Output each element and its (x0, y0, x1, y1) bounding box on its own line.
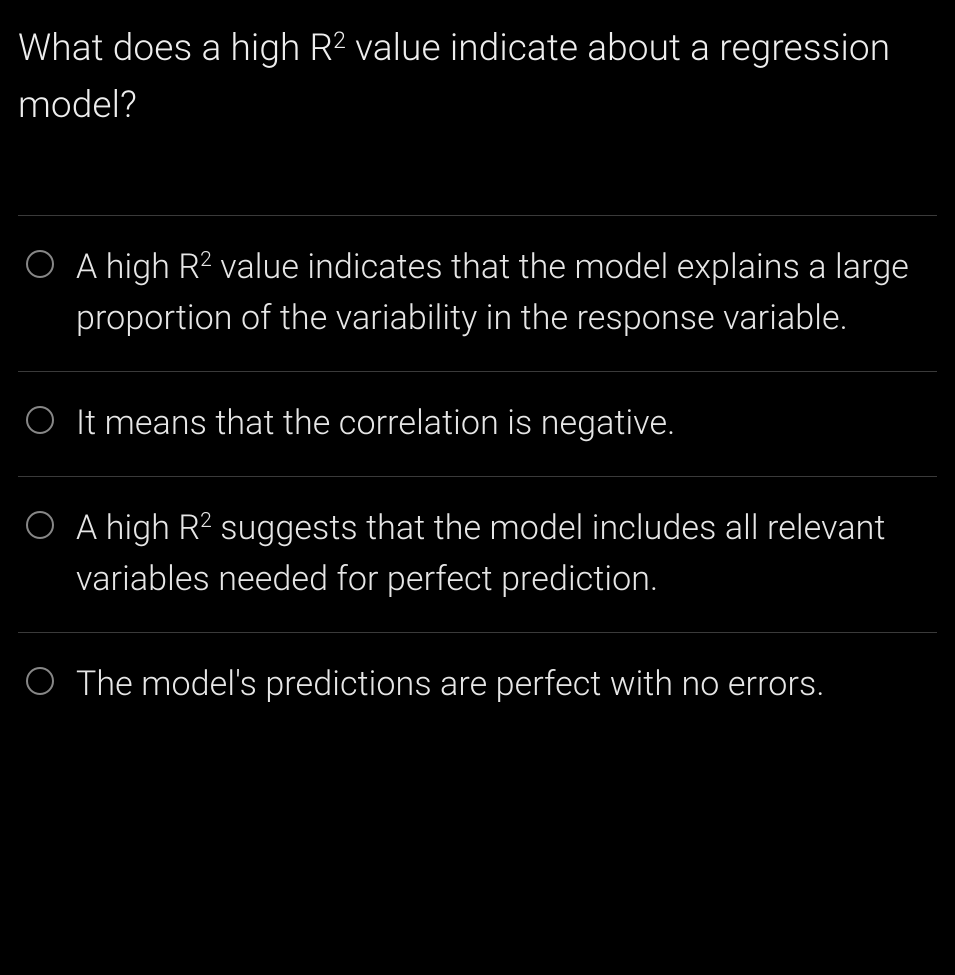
option-segment: A high R (76, 508, 200, 548)
quiz-container: What does a high R2 value indicate about… (0, 0, 955, 737)
radio-icon (26, 406, 54, 434)
question-superscript: 2 (333, 27, 346, 54)
option-text-2: A high R2 suggests that the model includ… (76, 503, 929, 606)
option-superscript: 2 (200, 247, 212, 272)
option-segment: The model's predictions are perfect with… (76, 664, 825, 704)
radio-icon (26, 250, 54, 278)
option-segment: A high R (76, 247, 200, 287)
option-superscript: 2 (200, 508, 212, 533)
question-text: What does a high R2 value indicate about… (18, 20, 937, 135)
option-1[interactable]: It means that the correlation is negativ… (18, 372, 937, 477)
radio-icon (26, 511, 54, 539)
option-segment: It means that the correlation is negativ… (76, 403, 675, 443)
option-0[interactable]: A high R2 value indicates that the model… (18, 216, 937, 372)
question-prefix: What does a high R (18, 27, 333, 70)
option-text-3: The model's predictions are perfect with… (76, 659, 825, 711)
option-text-1: It means that the correlation is negativ… (76, 398, 675, 450)
options-list: A high R2 value indicates that the model… (18, 215, 937, 737)
option-text-0: A high R2 value indicates that the model… (76, 242, 929, 345)
option-2[interactable]: A high R2 suggests that the model includ… (18, 477, 937, 633)
option-3[interactable]: The model's predictions are perfect with… (18, 633, 937, 737)
radio-icon (26, 667, 54, 695)
